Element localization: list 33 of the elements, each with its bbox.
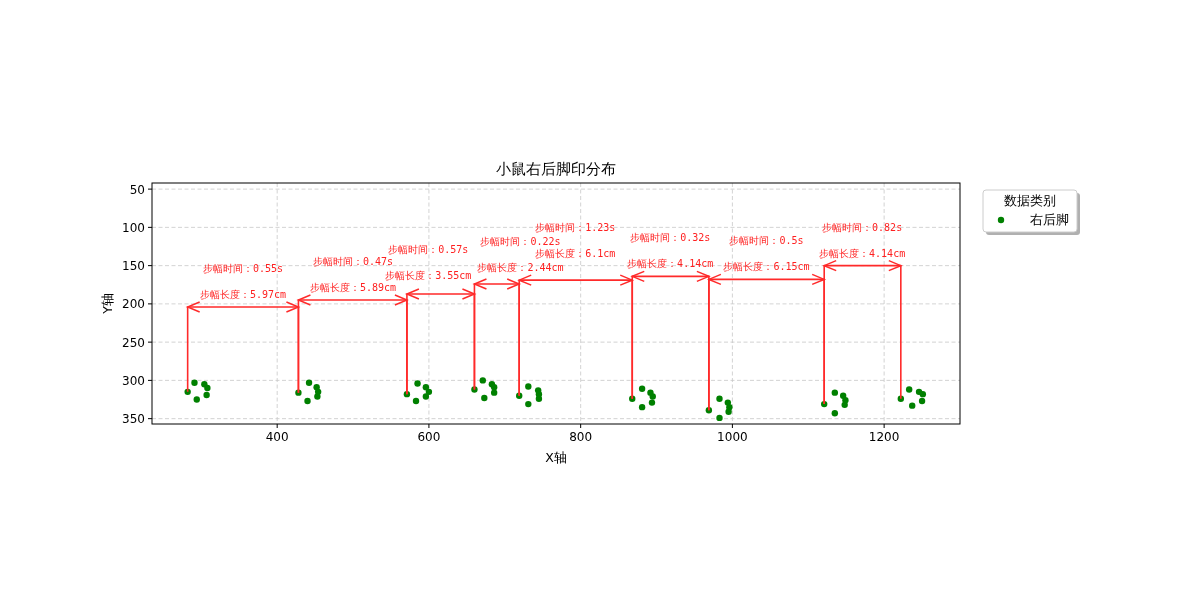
- chart-title: 小鼠右后脚印分布: [496, 160, 616, 178]
- annotation: 步幅长度：3.55cm: [385, 269, 472, 281]
- annotation: 步幅时间：0.47s: [313, 256, 394, 268]
- annotation: 步幅长度：6.1cm: [535, 248, 616, 260]
- y-tick-label: 300: [122, 373, 145, 388]
- annotation: 步幅时间：0.32s: [630, 232, 711, 244]
- x-tick-label: 600: [417, 430, 441, 444]
- x-axis-title: X轴: [545, 450, 567, 465]
- annotation: 步幅时间：0.22s: [480, 235, 561, 247]
- y-tick-label: 150: [122, 259, 145, 274]
- y-axis-title: Y轴: [100, 293, 115, 315]
- annotation: 步幅时间：0.82s: [822, 221, 903, 233]
- y-tick-label: 100: [122, 220, 145, 235]
- annotation: 步幅长度：5.89cm: [309, 282, 397, 294]
- y-tick-label: 50: [129, 182, 145, 197]
- legend-label: 右后脚: [1030, 212, 1069, 227]
- annotation: 步幅时间：0.5s: [729, 235, 804, 247]
- x-tick-label: 400: [265, 430, 289, 444]
- annotation: 步幅长度：5.97cm: [199, 288, 287, 300]
- x-tick-label: 800: [569, 430, 593, 444]
- annotation: 步幅时间：1.23s: [535, 222, 616, 234]
- annotation: 步幅时间：0.55s: [202, 262, 284, 274]
- annotation: 步幅长度：4.14cm: [627, 258, 714, 270]
- legend-title: 数据类别: [1004, 193, 1056, 208]
- annotation: 步幅长度：4.14cm: [819, 247, 906, 259]
- y-tick-label: 250: [122, 335, 145, 350]
- y-tick-label: 200: [122, 297, 145, 312]
- y-tick-label: 350: [122, 412, 145, 427]
- annotation: 步幅时间：0.57s: [388, 243, 469, 255]
- x-tick-label: 1200: [868, 430, 900, 444]
- x-tick-label: 1000: [717, 430, 748, 444]
- annotation: 步幅长度：6.15cm: [723, 261, 810, 273]
- annotation: 步幅长度：2.44cm: [477, 261, 564, 273]
